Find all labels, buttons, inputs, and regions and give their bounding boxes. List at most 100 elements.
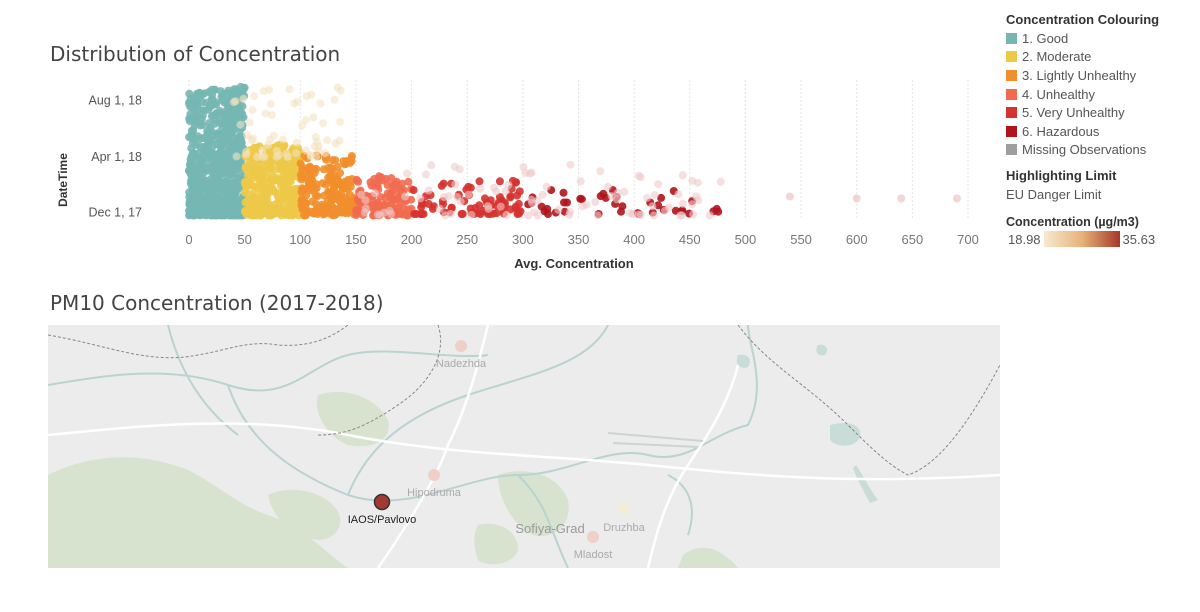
data-point[interactable] (346, 158, 355, 167)
data-point[interactable] (337, 194, 346, 203)
data-point[interactable] (282, 149, 291, 158)
data-point[interactable] (318, 179, 327, 188)
data-point[interactable] (427, 161, 436, 170)
data-point[interactable] (566, 160, 575, 169)
data-point[interactable] (377, 173, 386, 182)
data-point[interactable] (311, 133, 320, 142)
data-point[interactable] (596, 167, 605, 176)
data-point[interactable] (269, 131, 278, 140)
data-point[interactable] (416, 194, 425, 203)
data-point[interactable] (193, 89, 201, 98)
data-point[interactable] (190, 134, 199, 143)
data-point[interactable] (618, 202, 627, 211)
data-point[interactable] (688, 176, 697, 185)
data-point[interactable] (239, 94, 248, 103)
data-point[interactable] (379, 201, 388, 210)
data-point[interactable] (293, 97, 302, 106)
data-point[interactable] (251, 170, 260, 179)
data-point[interactable] (190, 121, 199, 130)
data-point[interactable] (323, 136, 332, 145)
data-point[interactable] (527, 195, 536, 204)
data-point[interactable] (203, 126, 212, 135)
data-point[interactable] (264, 210, 273, 219)
data-point[interactable] (620, 187, 629, 196)
data-point[interactable] (312, 199, 320, 208)
data-point[interactable] (495, 177, 504, 186)
data-point[interactable] (283, 181, 292, 190)
data-point[interactable] (211, 193, 220, 201)
data-point[interactable] (502, 210, 511, 219)
data-point[interactable] (596, 192, 605, 201)
data-point[interactable] (265, 85, 274, 94)
data-point[interactable] (643, 193, 651, 202)
data-point[interactable] (242, 147, 251, 156)
data-point[interactable] (274, 160, 283, 169)
data-point[interactable] (199, 106, 208, 115)
data-point[interactable] (186, 201, 194, 210)
data-point[interactable] (196, 207, 205, 216)
data-point[interactable] (239, 113, 248, 122)
legend-item[interactable]: Missing Observations (1006, 141, 1159, 160)
data-point[interactable] (217, 182, 226, 191)
data-point[interactable] (576, 177, 585, 186)
data-point[interactable] (649, 211, 658, 220)
data-point[interactable] (319, 165, 328, 174)
data-point[interactable] (300, 211, 308, 220)
data-point[interactable] (371, 189, 379, 198)
data-point[interactable] (526, 169, 535, 178)
data-point[interactable] (613, 188, 622, 197)
data-point[interactable] (191, 178, 200, 187)
data-point[interactable] (302, 146, 311, 155)
data-point[interactable] (674, 190, 683, 199)
pm10-map[interactable]: Nadezhda Hipodruma Sofiya-Grad Druzhba M… (48, 325, 1000, 568)
data-point[interactable] (233, 164, 242, 173)
data-point[interactable] (336, 117, 345, 126)
data-point[interactable] (370, 175, 379, 183)
data-point[interactable] (197, 168, 206, 177)
data-point[interactable] (223, 89, 232, 98)
legend-item[interactable]: 4. Unhealthy (1006, 85, 1159, 104)
data-point[interactable] (626, 209, 634, 218)
legend-item[interactable]: 1. Good (1006, 29, 1159, 48)
data-point[interactable] (335, 136, 344, 145)
data-point[interactable] (320, 206, 329, 215)
data-point[interactable] (636, 173, 645, 182)
data-point[interactable] (216, 87, 225, 96)
data-point[interactable] (533, 196, 542, 205)
data-point[interactable] (506, 193, 515, 202)
data-point[interactable] (716, 177, 725, 186)
data-point[interactable] (190, 105, 199, 113)
data-point[interactable] (437, 181, 446, 190)
data-point[interactable] (210, 135, 219, 144)
data-point[interactable] (249, 208, 258, 217)
data-point[interactable] (229, 137, 238, 146)
data-point[interactable] (519, 163, 528, 171)
data-point[interactable] (476, 210, 485, 218)
data-point[interactable] (217, 211, 226, 220)
data-point[interactable] (261, 109, 270, 118)
data-point[interactable] (309, 113, 318, 122)
data-point[interactable] (230, 179, 239, 188)
data-point[interactable] (344, 178, 353, 187)
data-point[interactable] (288, 188, 296, 197)
data-point[interactable] (678, 199, 687, 208)
data-point[interactable] (216, 138, 225, 147)
data-point[interactable] (267, 111, 276, 119)
data-point[interactable] (402, 210, 411, 219)
data-point[interactable] (401, 192, 410, 201)
data-point[interactable] (360, 208, 369, 217)
data-point[interactable] (212, 100, 220, 109)
data-point[interactable] (367, 201, 376, 210)
data-point[interactable] (267, 164, 276, 172)
data-point[interactable] (341, 206, 349, 215)
data-point[interactable] (435, 204, 444, 213)
data-point[interactable] (480, 194, 489, 203)
data-point[interactable] (236, 120, 245, 129)
data-point[interactable] (451, 180, 460, 189)
data-point[interactable] (398, 179, 406, 188)
data-point[interactable] (245, 176, 254, 185)
data-point[interactable] (279, 135, 287, 144)
data-point[interactable] (357, 190, 366, 199)
data-point[interactable] (291, 210, 300, 218)
data-point[interactable] (464, 190, 473, 199)
